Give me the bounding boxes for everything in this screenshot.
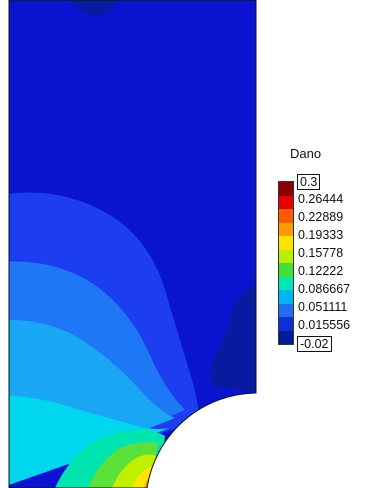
colorbar-tick-label: 0.26444	[298, 192, 344, 206]
contour-band-right-dark	[210, 285, 256, 392]
colorbar-tick-label: 0.086667	[298, 282, 351, 296]
colorbar-tick-label: 0.015556	[298, 318, 351, 332]
colorbar-tick-label: -0.02	[297, 336, 332, 352]
colorbar-tick-label: 0.3	[297, 174, 321, 190]
colorbar-tick-label: 0.12222	[298, 264, 344, 278]
colorbar-swatch-7	[279, 276, 293, 290]
colorbar-tick-label: 0.051111	[298, 300, 348, 314]
colorbar-swatch-3	[279, 222, 293, 236]
colorbar-swatch-2	[279, 209, 293, 223]
colorbar-swatch-4	[279, 236, 293, 250]
legend-title: Dano	[290, 146, 322, 161]
colorbar-swatch-10	[279, 317, 293, 331]
colorbar	[278, 181, 294, 345]
colorbar-tick-label: 0.19333	[298, 228, 344, 242]
colorbar-labels: 0.3 0.26444 0.22889 0.19333 0.15778 0.12222 0.…	[297, 174, 368, 352]
colorbar-swatch-1	[279, 195, 293, 209]
contour-band-4	[9, 395, 170, 488]
colorbar-tick-label: 0.15778	[298, 246, 344, 260]
domain-outline	[8, 0, 257, 488]
colorbar-tick-label: 0.22889	[298, 210, 344, 224]
colorbar-swatch-0	[279, 182, 293, 196]
colorbar-swatch-8	[279, 290, 293, 304]
colorbar-swatch-9	[279, 303, 293, 317]
contour-band-top-dark	[70, 0, 118, 16]
colorbar-swatch-6	[279, 263, 293, 277]
colorbar-swatch-5	[279, 249, 293, 263]
colorbar-swatch-11	[279, 330, 293, 344]
